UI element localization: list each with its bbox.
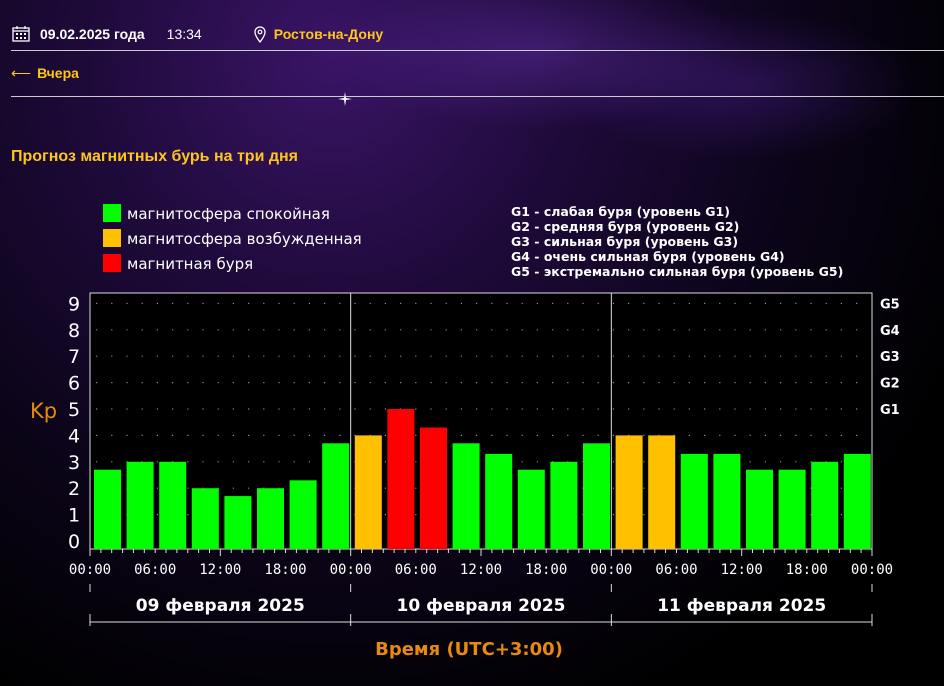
- y-tick-label: 9: [68, 293, 80, 315]
- day-label: 09 февраля 2025: [136, 596, 305, 616]
- kp-bar: [354, 435, 382, 549]
- kp-bar: [746, 469, 773, 549]
- yesterday-link[interactable]: ⟵ Вчера: [11, 65, 79, 82]
- g-level-label: G4: [880, 324, 900, 339]
- plot-area: [89, 292, 873, 550]
- header-bar: 09.02.2025 года 13:34 Ростов-на-Дону: [12, 24, 383, 44]
- kp-bar: [811, 461, 839, 549]
- time-tick-label: 06:00: [655, 562, 697, 578]
- y-tick-label: 7: [68, 346, 80, 368]
- g-level-label: G3: [880, 350, 900, 365]
- time-tick-label: 00:00: [330, 562, 372, 578]
- g-level-label: G2: [880, 377, 900, 392]
- kp-bar: [159, 461, 187, 549]
- time-tick-label: 18:00: [786, 562, 828, 578]
- day-label: 11 февраля 2025: [657, 596, 826, 616]
- kp-bar: [615, 435, 643, 549]
- kp-bar: [224, 496, 252, 549]
- y-tick-label: 2: [68, 478, 80, 500]
- g-level-label: G1: [880, 403, 900, 418]
- legend-swatch: [103, 229, 121, 247]
- yesterday-label: Вчера: [37, 65, 79, 81]
- current-date: 09.02.2025 года: [40, 26, 145, 42]
- kp-bar: [94, 469, 121, 549]
- legend-swatch: [103, 254, 121, 272]
- location-pin-icon: [254, 25, 266, 43]
- time-tick-label: 00:00: [851, 562, 893, 578]
- kp-bar: [485, 453, 513, 549]
- time-tick-label: 12:00: [199, 562, 241, 578]
- y-tick-label: 1: [68, 505, 80, 527]
- kp-bar: [843, 453, 871, 549]
- divider: [11, 50, 944, 51]
- kp-bar: [420, 427, 447, 549]
- kp-bar: [289, 480, 317, 549]
- kp-bar: [191, 488, 219, 549]
- kp-bar: [257, 488, 284, 549]
- day-label: 10 февраля 2025: [397, 596, 566, 616]
- y-tick-label: 6: [68, 373, 80, 395]
- kp-bar: [680, 453, 708, 549]
- y-axis-label: Kp: [30, 399, 57, 423]
- time-tick-label: 18:00: [525, 562, 567, 578]
- g-legend-item: G2 - средняя буря (уровень G2): [511, 219, 739, 234]
- g-level-label: G5: [880, 297, 900, 312]
- y-tick-label: 0: [68, 531, 80, 553]
- background-glow: [330, 0, 750, 130]
- calendar-icon: [12, 26, 30, 42]
- kp-bar: [517, 469, 545, 549]
- time-tick-label: 12:00: [460, 562, 502, 578]
- time-tick-label: 12:00: [721, 562, 763, 578]
- time-tick-label: 18:00: [264, 562, 306, 578]
- current-time: 13:34: [166, 26, 202, 42]
- y-tick-label: 8: [68, 320, 80, 342]
- kp-bar: [778, 469, 806, 549]
- kp-bar: [713, 453, 741, 549]
- kp-bar: [550, 461, 578, 549]
- legend-swatch: [103, 204, 121, 222]
- time-tick-label: 00:00: [590, 562, 632, 578]
- time-tick-label: 06:00: [134, 562, 176, 578]
- y-tick-label: 3: [68, 452, 80, 474]
- time-tick-label: 06:00: [395, 562, 437, 578]
- g-legend-item: G3 - сильная буря (уровень G3): [511, 234, 738, 249]
- page-title: Прогноз магнитных бурь на три дня: [11, 148, 298, 165]
- legend-label: магнитосфера спокойная: [127, 205, 330, 223]
- time-tick-label: 00:00: [69, 562, 111, 578]
- y-tick-label: 5: [68, 399, 80, 421]
- x-axis-label: Время (UTC+3:00): [375, 639, 563, 660]
- g-legend-item: G4 - очень сильная буря (уровень G4): [511, 249, 785, 264]
- kp-bar: [387, 409, 415, 549]
- arrow-left-icon: ⟵: [11, 65, 32, 81]
- sparkle-icon: [338, 92, 352, 106]
- legend-label: магнитная буря: [127, 255, 253, 273]
- kp-bar: [126, 461, 154, 549]
- kp-bar: [648, 435, 676, 549]
- y-tick-label: 4: [68, 425, 80, 447]
- background-glow: [560, 10, 920, 160]
- kp-bar: [452, 443, 480, 549]
- kp-bar: [322, 443, 350, 549]
- city-link[interactable]: Ростов-на-Дону: [273, 26, 384, 42]
- kp-bar: [583, 443, 610, 549]
- divider: [11, 96, 944, 97]
- g-legend-item: G5 - экстремально сильная буря (уровень …: [511, 264, 843, 279]
- g-legend-item: G1 - слабая буря (уровень G1): [511, 204, 730, 219]
- legend-label: магнитосфера возбужденная: [127, 230, 362, 248]
